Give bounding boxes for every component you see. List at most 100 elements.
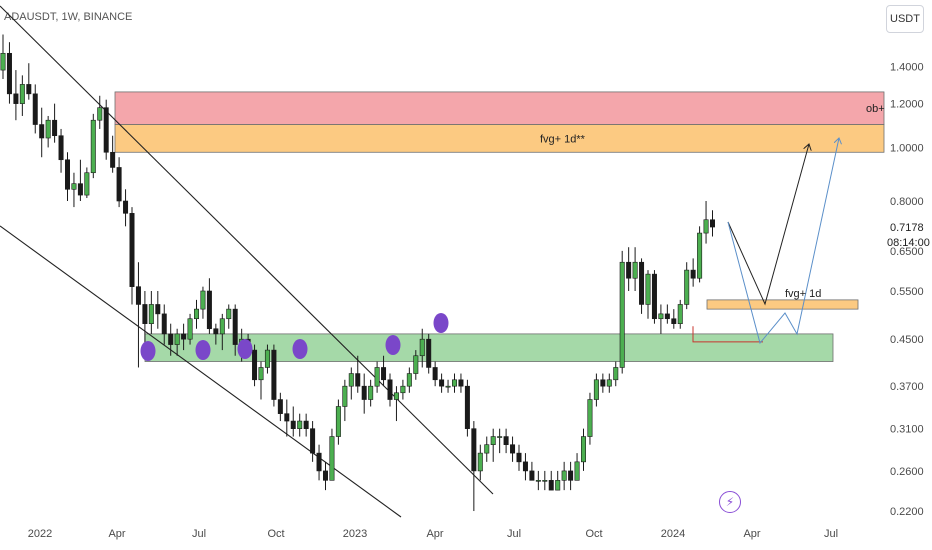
candle-body bbox=[219, 318, 225, 335]
price-tick: 0.3100 bbox=[890, 424, 924, 436]
touch-marker bbox=[292, 339, 308, 359]
candle-body bbox=[310, 428, 316, 454]
upper-trendline bbox=[0, 5, 494, 495]
candle-body bbox=[458, 379, 464, 387]
time-tick: Jul bbox=[192, 528, 206, 540]
candle-body bbox=[348, 373, 354, 387]
candle-body bbox=[703, 219, 709, 234]
touch-marker bbox=[195, 340, 211, 360]
candle-body bbox=[639, 261, 645, 305]
zone-label: ob+ bbox=[866, 103, 885, 115]
candle-body bbox=[419, 338, 425, 357]
candle-body bbox=[174, 333, 180, 345]
candle-body bbox=[142, 304, 148, 324]
candle-body bbox=[0, 52, 6, 71]
candle-body bbox=[155, 304, 161, 315]
candle-body bbox=[374, 367, 380, 387]
zone-rect bbox=[114, 91, 885, 125]
time-tick: Apr bbox=[426, 528, 443, 540]
zone-label: fvg+ 1d** bbox=[540, 133, 586, 145]
candle-body bbox=[297, 420, 303, 429]
candle-body bbox=[593, 379, 599, 400]
candle-body bbox=[129, 213, 135, 287]
candle-body bbox=[103, 107, 109, 153]
candle-body bbox=[606, 379, 612, 387]
candle-body bbox=[123, 200, 129, 214]
candle-body bbox=[13, 93, 19, 104]
candle-body bbox=[426, 338, 432, 368]
candle-body bbox=[39, 124, 45, 139]
projection-paths-layer bbox=[727, 138, 839, 345]
candle-body bbox=[464, 385, 470, 429]
touch-marker bbox=[385, 335, 401, 355]
candle-body bbox=[613, 367, 619, 381]
candle-body bbox=[116, 167, 122, 202]
candle-body bbox=[671, 318, 677, 324]
price-tick: 0.6500 bbox=[890, 246, 924, 258]
candle-body bbox=[497, 436, 503, 438]
candle-body bbox=[84, 172, 90, 196]
candle-body bbox=[271, 349, 277, 400]
candle-body bbox=[632, 261, 638, 279]
time-tick: 2024 bbox=[661, 528, 685, 540]
time-tick: Oct bbox=[267, 528, 284, 540]
zone-rect bbox=[114, 124, 885, 153]
candle-body bbox=[316, 452, 322, 472]
price-tick: 0.8000 bbox=[890, 196, 924, 208]
candle-body bbox=[574, 461, 580, 481]
candle-body bbox=[135, 286, 141, 305]
time-axis[interactable]: 2022 Apr Jul Oct 2023 Apr Jul Oct 2024 Apr Jul bbox=[28, 528, 838, 540]
price-tick: 0.2200 bbox=[890, 506, 924, 518]
price-axis[interactable]: 1.4000 1.2000 1.0000 0.8000 0.6500 0.5500 0.45… bbox=[890, 62, 924, 518]
candle-body bbox=[709, 219, 715, 228]
candle-body bbox=[200, 290, 206, 310]
candle-body bbox=[548, 480, 554, 491]
candles-layer bbox=[0, 34, 715, 512]
candle-body bbox=[355, 373, 361, 387]
projection-path-alt bbox=[727, 138, 839, 345]
candle-body bbox=[194, 308, 200, 320]
price-tick: 1.2000 bbox=[890, 99, 924, 111]
candle-body bbox=[445, 385, 451, 388]
candle-body bbox=[206, 290, 212, 330]
price-tick: 0.2600 bbox=[890, 466, 924, 478]
candle-body bbox=[226, 308, 232, 320]
candle-body bbox=[516, 452, 522, 463]
currency-button[interactable]: USDT bbox=[886, 5, 924, 33]
candle-body bbox=[387, 379, 393, 400]
candle-body bbox=[368, 385, 374, 400]
price-tick: 1.0000 bbox=[890, 142, 924, 154]
candle-body bbox=[58, 135, 64, 161]
candle-body bbox=[213, 328, 219, 335]
zone-rect bbox=[144, 333, 834, 362]
candle-body bbox=[580, 436, 586, 463]
touch-marker bbox=[237, 339, 253, 359]
candle-body bbox=[529, 470, 535, 481]
lower-trendline bbox=[0, 225, 402, 518]
zone-label: fvg+ 1d bbox=[785, 288, 821, 300]
zone-labels-layer: ob+ fvg+ 1d** fvg+ 1d bbox=[540, 103, 885, 300]
candle-body bbox=[290, 420, 296, 429]
candle-body bbox=[484, 444, 490, 454]
lightning-icon[interactable]: ⚡ bbox=[719, 491, 741, 513]
candle-body bbox=[97, 107, 103, 121]
candle-body bbox=[342, 385, 348, 407]
candle-body bbox=[568, 470, 574, 481]
candle-body bbox=[322, 470, 328, 481]
candle-body bbox=[52, 119, 58, 137]
trendlines-layer bbox=[0, 5, 494, 518]
candle-body bbox=[303, 420, 309, 429]
candle-body bbox=[561, 470, 567, 481]
price-tick: 0.5500 bbox=[890, 286, 924, 298]
candle-body bbox=[187, 318, 193, 340]
candle-body bbox=[503, 436, 509, 445]
time-tick: 2023 bbox=[343, 528, 367, 540]
candle-body bbox=[400, 385, 406, 394]
candle-body bbox=[277, 399, 283, 414]
candle-body bbox=[664, 313, 670, 320]
candle-body bbox=[393, 392, 399, 400]
zones-layer bbox=[114, 91, 885, 362]
candle-body bbox=[600, 379, 606, 387]
support-ray bbox=[692, 326, 763, 343]
